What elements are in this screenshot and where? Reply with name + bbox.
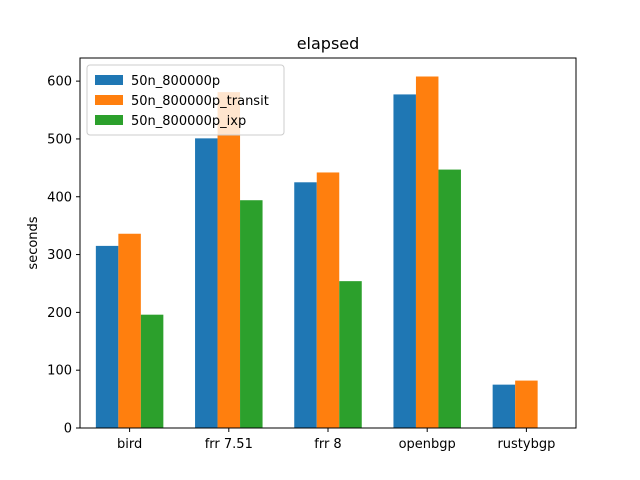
legend-label-1: 50n_800000p_transit	[131, 94, 269, 109]
bar-1-4	[515, 380, 538, 428]
bar-1-0	[118, 233, 141, 428]
bar-0-1	[195, 138, 218, 428]
x-tick-label-2: frr 8	[314, 437, 341, 452]
bar-1-2	[316, 172, 340, 428]
bar-0-4	[492, 384, 516, 428]
plot-frame	[79, 57, 577, 429]
bar-2-0	[140, 314, 164, 428]
legend-swatch-2	[95, 115, 123, 125]
y-tick-label-1: 100	[47, 364, 72, 379]
y-axis-label: seconds	[26, 216, 41, 269]
bar-0-0	[95, 245, 119, 428]
bar-2-1	[240, 200, 263, 428]
y-tick-label-6: 600	[47, 75, 72, 90]
y-tick-label-4: 400	[47, 190, 72, 205]
bar-1-3	[415, 76, 439, 428]
bar-0-2	[294, 182, 317, 428]
y-tick-label-5: 500	[47, 132, 72, 147]
x-tick-label-0: bird	[117, 437, 142, 452]
bar-0-3	[393, 94, 416, 428]
x-tick-label-1: frr 7.51	[205, 437, 253, 452]
chart-title: elapsed	[297, 34, 360, 53]
legend-swatch-1	[95, 95, 123, 105]
y-tick-label-3: 300	[47, 248, 72, 263]
y-tick-label-2: 200	[47, 306, 72, 321]
legend-box	[86, 64, 285, 136]
legend-swatch-0	[95, 75, 123, 85]
bar-2-3	[438, 169, 461, 428]
legend-label-0: 50n_800000p	[131, 74, 220, 89]
legend-label-2: 50n_800000p_ixp	[131, 114, 246, 129]
y-ticks: 0 100 200 300 400 500 600	[47, 75, 80, 437]
x-ticks: bird frr 7.51 frr 8 openbgp rustybgp	[117, 428, 555, 452]
bar-1-1	[217, 92, 241, 428]
x-tick-label-4: rustybgp	[497, 437, 555, 452]
y-tick-label-0: 0	[64, 422, 72, 437]
x-tick-label-3: openbgp	[399, 437, 456, 452]
bar-2-2	[339, 281, 362, 428]
bars-layer	[95, 76, 538, 428]
legend: 50n_800000p 50n_800000p_transit 50n_800000…	[86, 64, 285, 136]
